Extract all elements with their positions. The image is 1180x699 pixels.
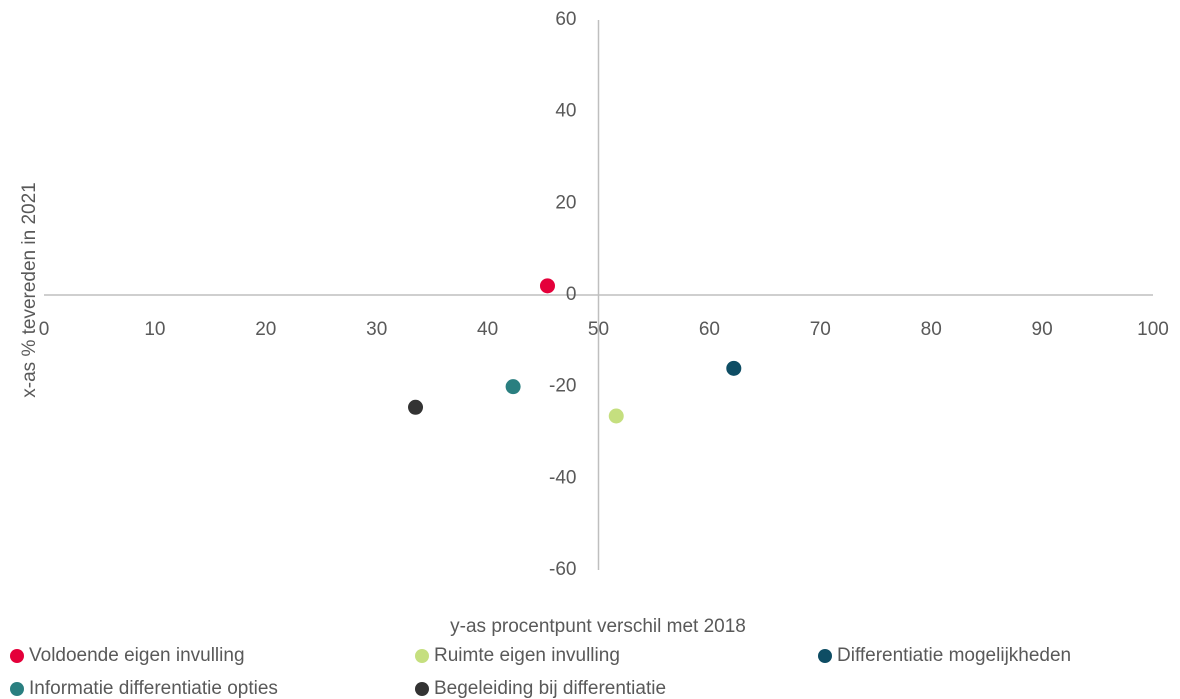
point: [726, 360, 742, 376]
legend-marker: [415, 682, 429, 696]
legend-marker: [10, 682, 24, 696]
point: [539, 278, 555, 294]
point: [608, 408, 624, 424]
y-tick-label: 0: [566, 284, 577, 305]
legend-label: Begeleiding bij differentiatie: [434, 678, 666, 699]
x-tick-label: 40: [477, 319, 498, 340]
x-tick-label: 100: [1137, 319, 1169, 340]
y-tick-label: -20: [549, 376, 576, 397]
x-tick-label: 0: [39, 319, 50, 340]
legend-label: Informatie differentiatie opties: [29, 678, 278, 699]
legend-label: Ruimte eigen invulling: [434, 645, 620, 666]
x-tick-label: 30: [366, 319, 387, 340]
y-tick-label: 60: [555, 9, 576, 30]
legend-label: Differentiatie mogelijkheden: [837, 645, 1071, 666]
point: [408, 399, 424, 415]
legend-label: Voldoende eigen invulling: [29, 645, 245, 666]
y-axis-title: x-as % tevereden in 2021: [19, 182, 40, 397]
x-tick-label: 70: [810, 319, 831, 340]
point: [505, 379, 521, 395]
x-tick-label: 50: [588, 319, 609, 340]
legend-marker: [10, 649, 24, 663]
y-tick-label: 40: [555, 101, 576, 122]
x-tick-label: 80: [921, 319, 942, 340]
x-tick-label: 10: [144, 319, 165, 340]
x-axis-title: y-as procentpunt verschil met 2018: [450, 616, 746, 637]
y-tick-label: -60: [549, 559, 576, 580]
legend-marker: [818, 649, 832, 663]
y-tick-label: 20: [555, 192, 576, 213]
x-tick-label: 90: [1032, 319, 1053, 340]
y-tick-label: -40: [549, 467, 576, 488]
x-tick-label: 60: [699, 319, 720, 340]
x-tick-label: 20: [255, 319, 276, 340]
legend-marker: [415, 649, 429, 663]
